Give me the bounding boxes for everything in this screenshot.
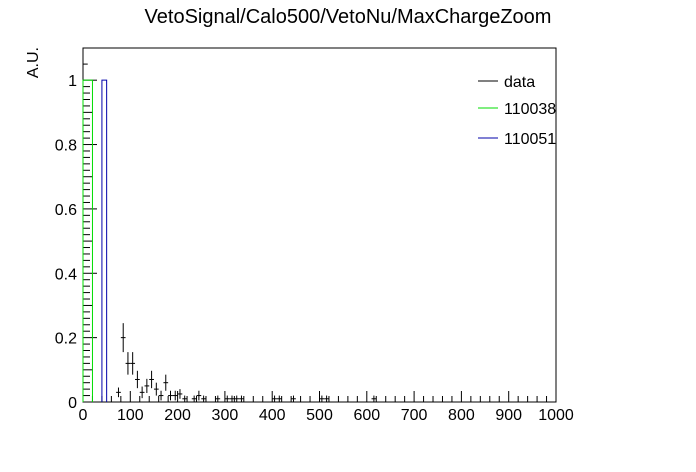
data-point <box>125 352 131 375</box>
data-point <box>324 395 329 402</box>
legend-label-110038: 110038 <box>504 101 556 118</box>
legend: data 110038 110051 <box>478 74 556 148</box>
legend-label-data: data <box>504 74 535 91</box>
x-tick-label: 400 <box>259 407 286 424</box>
data-point <box>276 395 282 402</box>
data-point <box>153 382 159 396</box>
data-point <box>172 390 178 401</box>
y-tick-label: 0 <box>68 395 77 412</box>
x-tick-label: 0 <box>79 407 88 424</box>
data-point <box>272 395 277 402</box>
data-point <box>239 395 244 402</box>
data-point <box>149 370 154 389</box>
legend-label-110051: 110051 <box>504 131 556 148</box>
data-point <box>229 395 235 402</box>
data-point <box>135 370 140 389</box>
y-tick-label: 0.4 <box>55 266 77 283</box>
data-point <box>177 389 183 399</box>
y-tick-label: 0.2 <box>55 331 77 348</box>
data-point <box>116 387 121 398</box>
histogram-bar-110038 <box>82 79 93 402</box>
data-point <box>291 395 296 402</box>
data-point <box>130 352 136 375</box>
y-tick-label: 0.6 <box>55 202 77 219</box>
plot-frame <box>82 47 557 403</box>
data-point <box>201 395 206 402</box>
x-tick-label: 600 <box>353 407 380 424</box>
y-axis: 0 0.2 0.4 0.6 0.8 1 <box>55 73 97 412</box>
x-tick-label: 300 <box>212 407 239 424</box>
histogram-bar-110051 <box>101 79 108 402</box>
data-point <box>234 395 240 402</box>
series-layer <box>82 63 377 402</box>
data-point <box>319 395 325 402</box>
data-point <box>168 390 173 401</box>
data-point <box>182 395 188 402</box>
y-tick-label: 1 <box>68 73 77 90</box>
data-point <box>215 395 221 402</box>
x-tick-label: 200 <box>164 407 191 424</box>
data-point <box>158 390 164 401</box>
data-point <box>224 395 230 402</box>
data-point <box>139 386 145 399</box>
data-point <box>120 323 126 353</box>
chart-title: VetoSignal/Calo500/VetoNu/MaxChargeZoom <box>145 6 552 28</box>
x-tick-label: 1000 <box>538 407 574 424</box>
y-axis-label: A.U. <box>25 47 42 78</box>
y-tick-label: 0.8 <box>55 138 77 155</box>
data-point <box>163 374 169 391</box>
x-tick-label: 700 <box>401 407 428 424</box>
data-point <box>191 395 197 402</box>
data-point <box>144 378 150 393</box>
x-tick-label: 800 <box>448 407 475 424</box>
x-tick-label: 900 <box>495 407 522 424</box>
x-tick-label: 500 <box>306 407 333 424</box>
data-point <box>371 395 377 402</box>
data-point <box>196 390 202 401</box>
x-tick-label: 100 <box>117 407 144 424</box>
